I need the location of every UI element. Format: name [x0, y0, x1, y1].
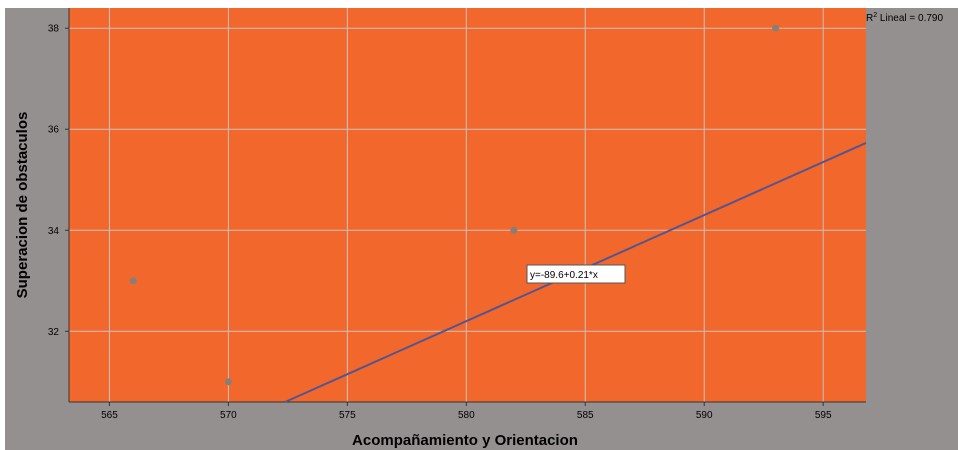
- x-tick-label: 575: [339, 410, 356, 421]
- y-tick-label: 38: [48, 24, 60, 35]
- y-axis-title: Superacion de obstaculos: [14, 112, 31, 299]
- x-tick-label: 595: [815, 410, 832, 421]
- equation-box: [526, 264, 626, 284]
- axes: [65, 8, 866, 406]
- data-point: [510, 226, 518, 234]
- data-point: [772, 24, 780, 32]
- equation-annotation: y=-89.6+0.21*x: [526, 264, 626, 284]
- r2-superscript: 2: [873, 12, 877, 19]
- x-tick-label: 570: [220, 410, 237, 421]
- x-tick-label: 580: [458, 410, 475, 421]
- data-point: [224, 378, 232, 386]
- data-points: [129, 24, 780, 386]
- y-tick-label: 34: [48, 226, 60, 237]
- grid-lines: [69, 8, 866, 402]
- plot-area: [69, 8, 866, 402]
- y-tick-label: 32: [48, 327, 60, 338]
- y-tick-label: 36: [48, 125, 60, 136]
- equation-label: y=-89.6+0.21*x: [530, 270, 598, 281]
- x-tick-label: 565: [101, 410, 118, 421]
- r2-text: Lineal = 0.790: [877, 13, 943, 24]
- data-point: [129, 277, 137, 285]
- tick-labels: 565 570 575 580 585 590 595 32 34 36 38: [48, 24, 832, 421]
- r2-prefix: R: [866, 13, 873, 24]
- x-axis-title: Acompañamiento y Orientacion: [352, 432, 578, 449]
- x-tick-label: 590: [696, 410, 713, 421]
- x-tick-label: 585: [577, 410, 594, 421]
- r2-label: R2 Lineal = 0.790: [866, 12, 943, 24]
